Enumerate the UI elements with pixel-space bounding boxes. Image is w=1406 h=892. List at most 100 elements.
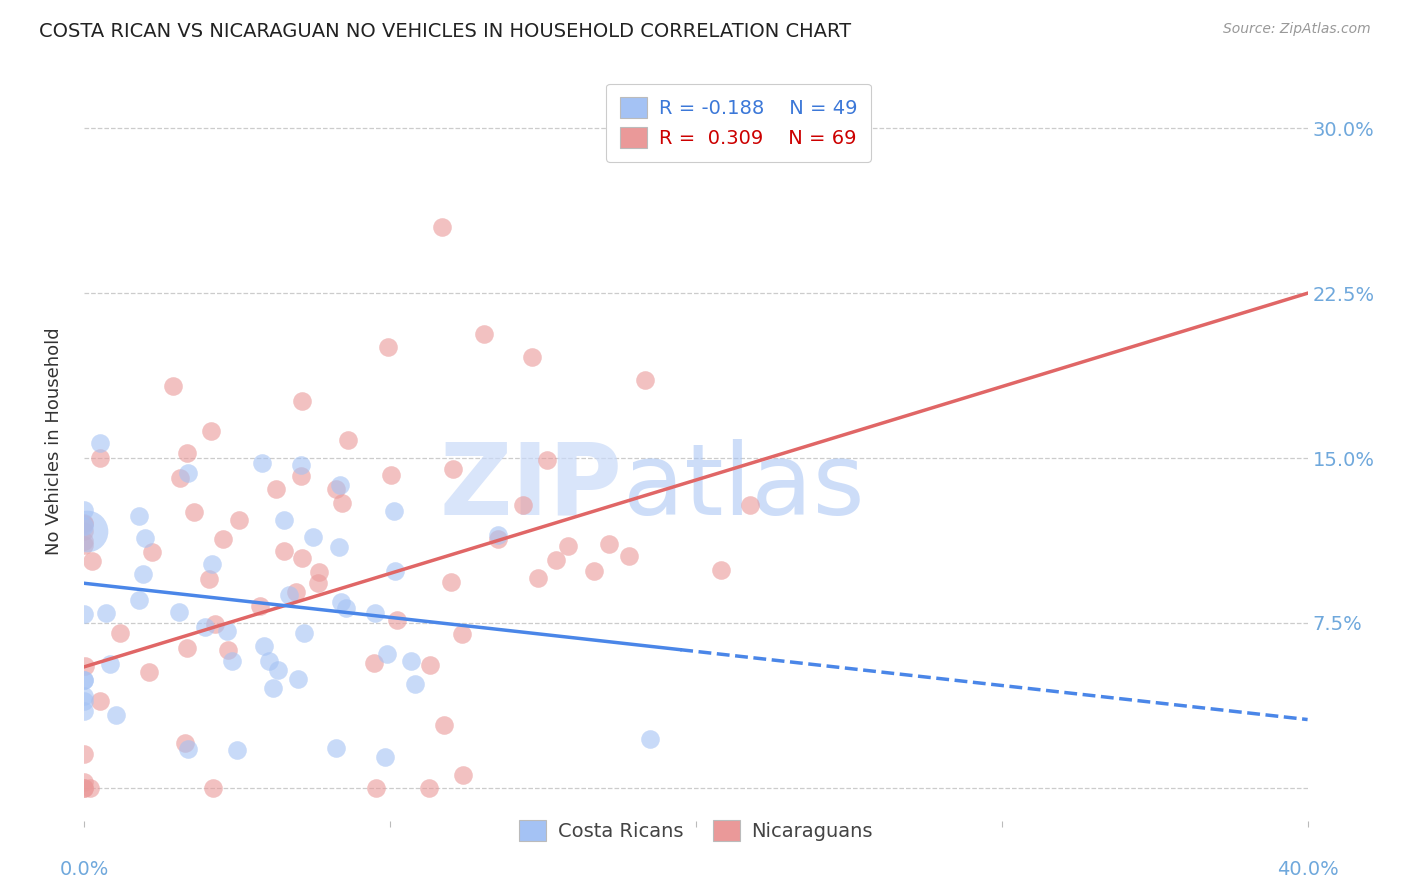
Point — [108, 626, 131, 640]
Point — [128, 509, 150, 524]
Point — [98, 657, 121, 671]
Point — [330, 595, 353, 609]
Point — [250, 456, 273, 470]
Point — [73, 689, 96, 703]
Point — [257, 654, 280, 668]
Point — [308, 565, 330, 579]
Point — [138, 665, 160, 680]
Point — [330, 496, 353, 510]
Point — [73, 524, 96, 538]
Point — [328, 540, 350, 554]
Point — [325, 741, 347, 756]
Point — [366, 780, 388, 795]
Point — [217, 624, 239, 639]
Point — [75, 659, 97, 673]
Point — [73, 673, 96, 687]
Point — [73, 607, 96, 622]
Point — [73, 775, 96, 789]
Point — [329, 477, 352, 491]
Point — [419, 657, 441, 672]
Point — [536, 453, 558, 467]
Point — [177, 741, 200, 756]
Point — [337, 433, 360, 447]
Point — [375, 648, 398, 662]
Point — [363, 656, 385, 670]
Point — [73, 516, 96, 531]
Point — [294, 626, 316, 640]
Point — [73, 747, 96, 761]
Point — [520, 350, 543, 364]
Point — [128, 593, 150, 607]
Point — [253, 639, 276, 653]
Point — [335, 601, 357, 615]
Point — [200, 425, 222, 439]
Text: atlas: atlas — [623, 439, 865, 535]
Point — [451, 627, 474, 641]
Point — [377, 340, 399, 354]
Point — [176, 446, 198, 460]
Point — [176, 641, 198, 656]
Point — [290, 469, 312, 483]
Point — [284, 585, 307, 599]
Point — [387, 613, 409, 627]
Point — [174, 736, 197, 750]
Point — [291, 550, 314, 565]
Point — [262, 681, 284, 695]
Point — [290, 458, 312, 473]
Point — [512, 498, 534, 512]
Point — [73, 538, 96, 552]
Point — [277, 589, 299, 603]
Text: ZIP: ZIP — [440, 439, 623, 535]
Point — [202, 780, 225, 795]
Point — [89, 436, 111, 450]
Point — [177, 466, 200, 480]
Point — [221, 654, 243, 668]
Point — [73, 673, 96, 687]
Text: 40.0%: 40.0% — [1277, 860, 1339, 880]
Point — [404, 677, 426, 691]
Point — [486, 532, 509, 546]
Point — [380, 468, 402, 483]
Point — [633, 373, 655, 387]
Point — [401, 654, 423, 668]
Point — [710, 564, 733, 578]
Point — [73, 780, 96, 795]
Text: Source: ZipAtlas.com: Source: ZipAtlas.com — [1223, 22, 1371, 37]
Point — [374, 749, 396, 764]
Point — [451, 768, 474, 782]
Point — [738, 499, 761, 513]
Y-axis label: No Vehicles in Household: No Vehicles in Household — [45, 327, 63, 556]
Point — [287, 672, 309, 686]
Point — [73, 503, 96, 517]
Point — [382, 504, 405, 518]
Point — [76, 524, 98, 538]
Point — [89, 450, 111, 465]
Point — [167, 605, 190, 619]
Point — [212, 533, 235, 547]
Point — [472, 327, 495, 342]
Point — [291, 393, 314, 408]
Point — [308, 576, 330, 591]
Point — [73, 694, 96, 708]
Point — [488, 527, 510, 541]
Point — [527, 571, 550, 585]
Text: COSTA RICAN VS NICARAGUAN NO VEHICLES IN HOUSEHOLD CORRELATION CHART: COSTA RICAN VS NICARAGUAN NO VEHICLES IN… — [39, 22, 852, 41]
Point — [617, 549, 640, 564]
Point — [183, 505, 205, 519]
Point — [544, 552, 567, 566]
Point — [134, 531, 156, 545]
Point — [132, 566, 155, 581]
Point — [200, 558, 222, 572]
Point — [557, 539, 579, 553]
Point — [94, 606, 117, 620]
Point — [73, 704, 96, 718]
Point — [204, 616, 226, 631]
Legend: Costa Ricans, Nicaraguans: Costa Ricans, Nicaraguans — [508, 808, 884, 853]
Point — [162, 379, 184, 393]
Point — [598, 537, 620, 551]
Point — [79, 780, 101, 795]
Point — [141, 545, 163, 559]
Point — [273, 513, 295, 527]
Point — [432, 219, 454, 234]
Point — [583, 564, 606, 578]
